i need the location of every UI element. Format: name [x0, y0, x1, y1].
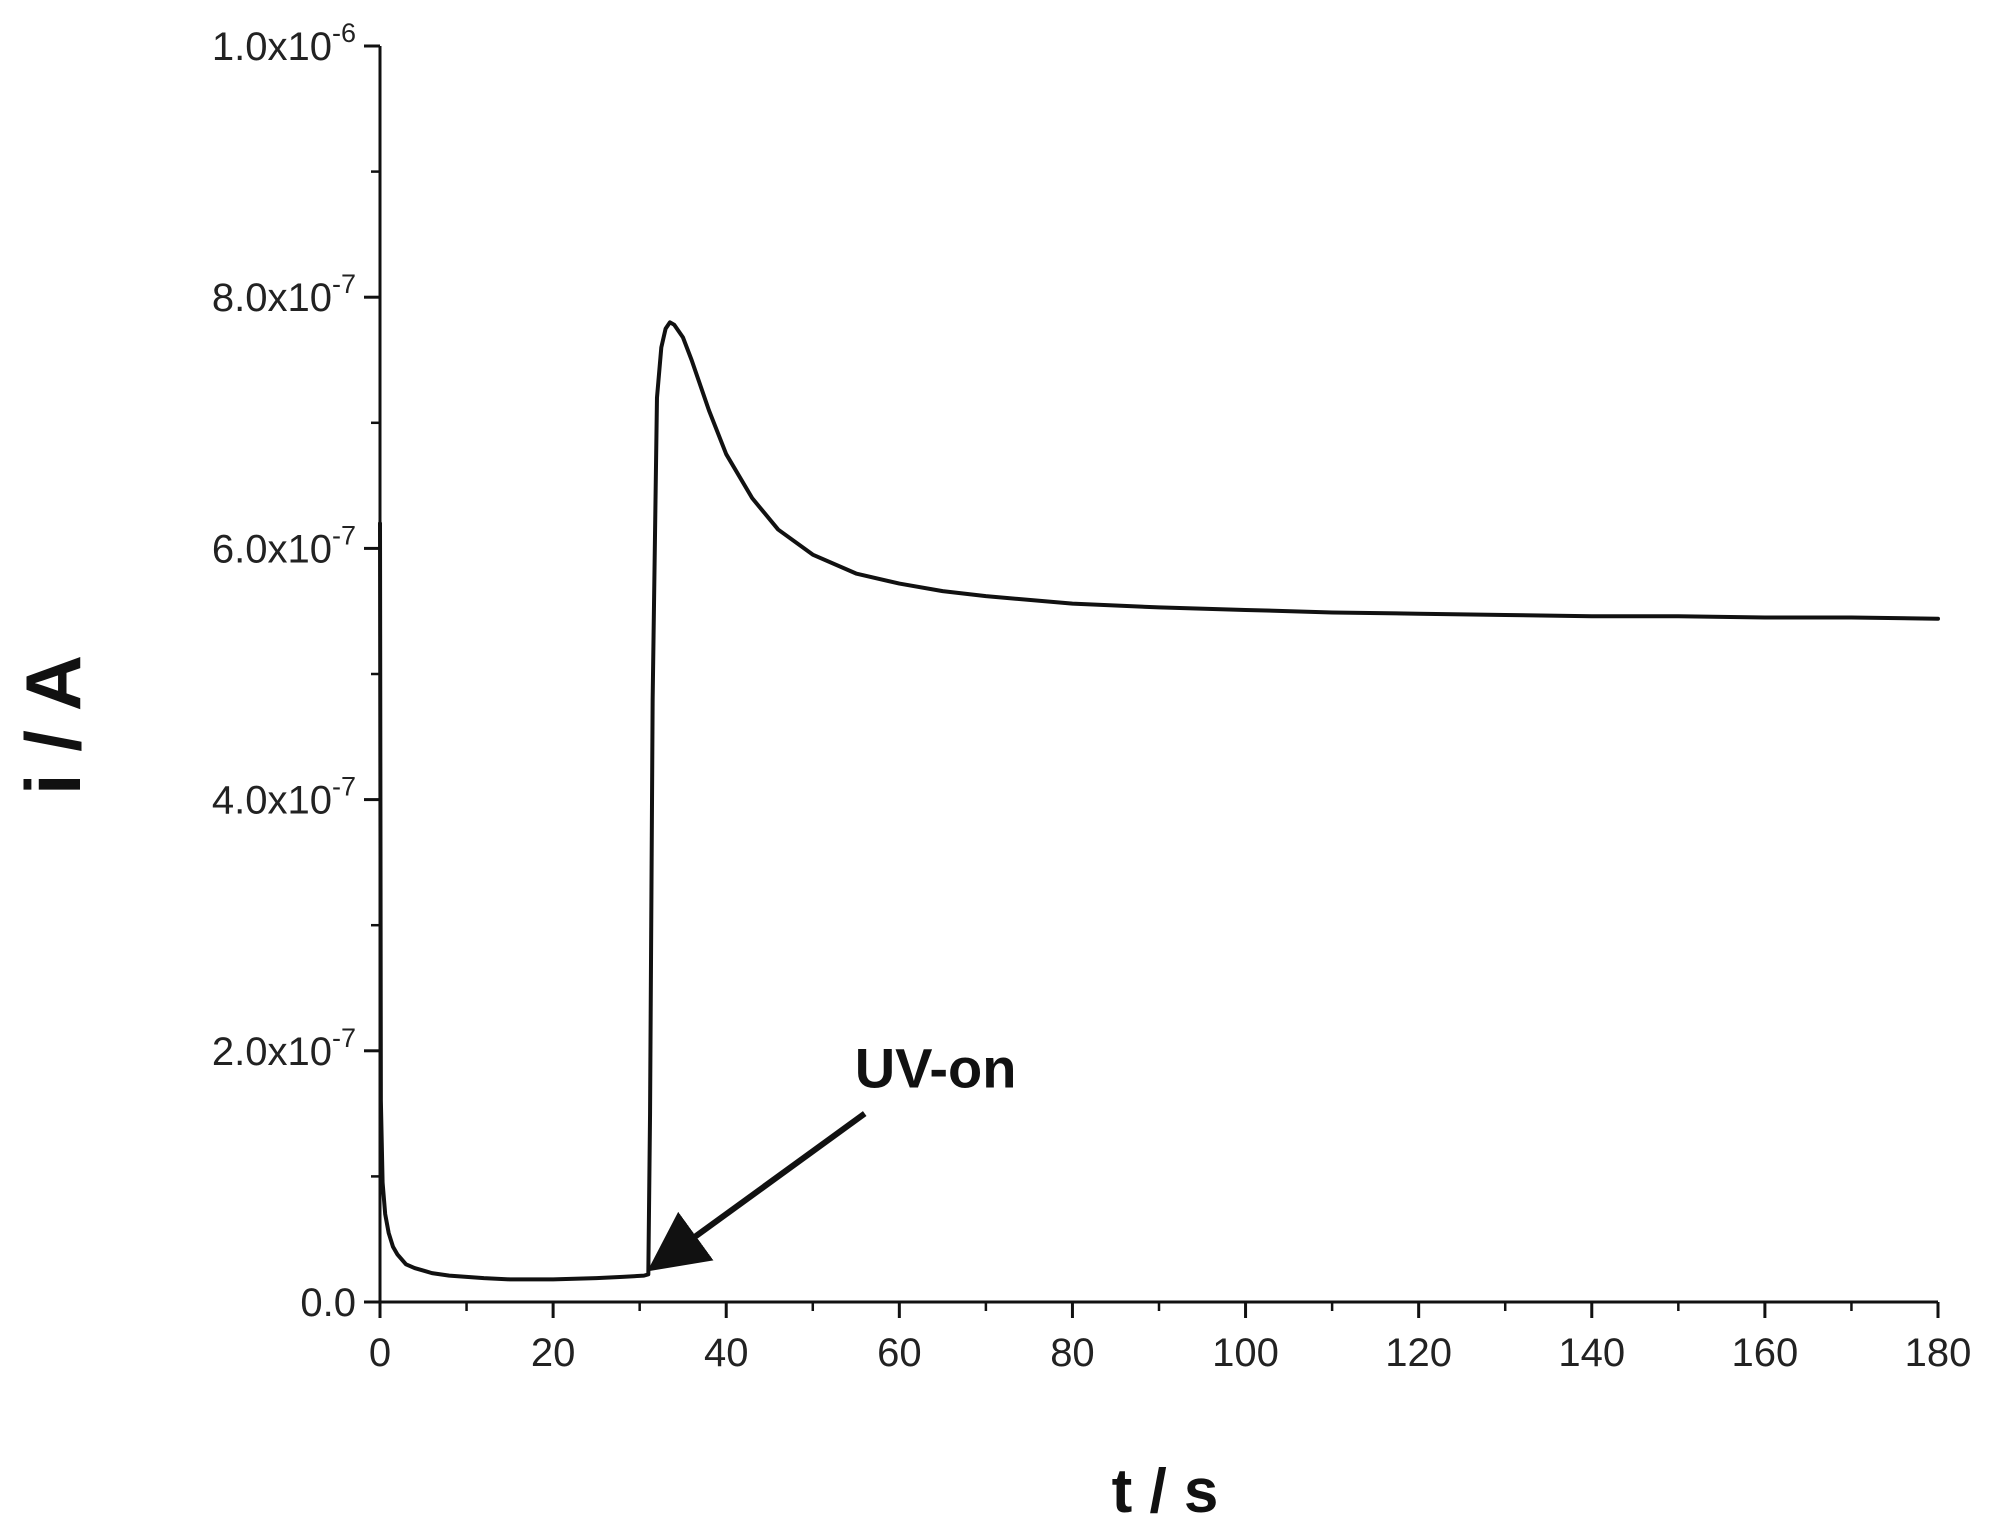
x-tick-label: 180: [1905, 1331, 1972, 1375]
y-tick-label: 6.0x10-7: [212, 520, 356, 571]
x-tick-label: 100: [1212, 1331, 1279, 1375]
x-tick-label: 60: [877, 1331, 922, 1375]
y-tick-label: 8.0x10-7: [212, 269, 356, 320]
annotation-label: UV-on: [855, 1037, 1017, 1100]
x-tick-label: 160: [1732, 1331, 1799, 1375]
y-tick-label: 0.0: [300, 1281, 356, 1325]
x-tick-label: 0: [369, 1331, 391, 1375]
x-tick-label: 140: [1558, 1331, 1625, 1375]
x-tick-label: 80: [1050, 1331, 1095, 1375]
y-tick-label: 1.0x10-6: [212, 18, 356, 69]
x-tick-label: 120: [1385, 1331, 1452, 1375]
series-line: [378, 320, 1940, 1282]
x-tick-label: 40: [704, 1331, 749, 1375]
x-axis-title: t / s: [1112, 1457, 1219, 1526]
y-tick-label: 4.0x10-7: [212, 772, 356, 823]
annotation-arrow: [647, 1111, 867, 1272]
y-axis-title: i / A: [9, 655, 97, 795]
y-tick-label: 2.0x10-7: [212, 1023, 356, 1074]
x-tick-label: 20: [531, 1331, 576, 1375]
